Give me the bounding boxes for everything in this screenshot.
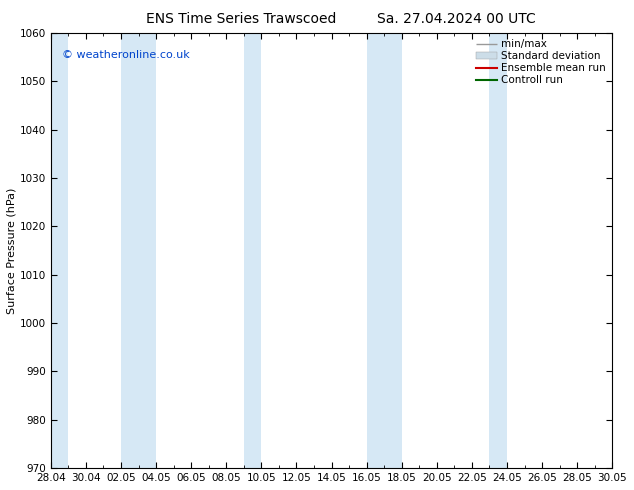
Text: Sa. 27.04.2024 00 UTC: Sa. 27.04.2024 00 UTC [377, 12, 536, 26]
Bar [51, 33, 68, 468]
Text: © weatheronline.co.uk: © weatheronline.co.uk [62, 50, 190, 60]
Bar [244, 33, 261, 468]
Bar [366, 33, 402, 468]
Legend: min/max, Standard deviation, Ensemble mean run, Controll run: min/max, Standard deviation, Ensemble me… [473, 36, 609, 89]
Y-axis label: Surface Pressure (hPa): Surface Pressure (hPa) [7, 187, 17, 314]
Text: ENS Time Series Trawscoed: ENS Time Series Trawscoed [146, 12, 336, 26]
Bar [121, 33, 156, 468]
Bar [489, 33, 507, 468]
